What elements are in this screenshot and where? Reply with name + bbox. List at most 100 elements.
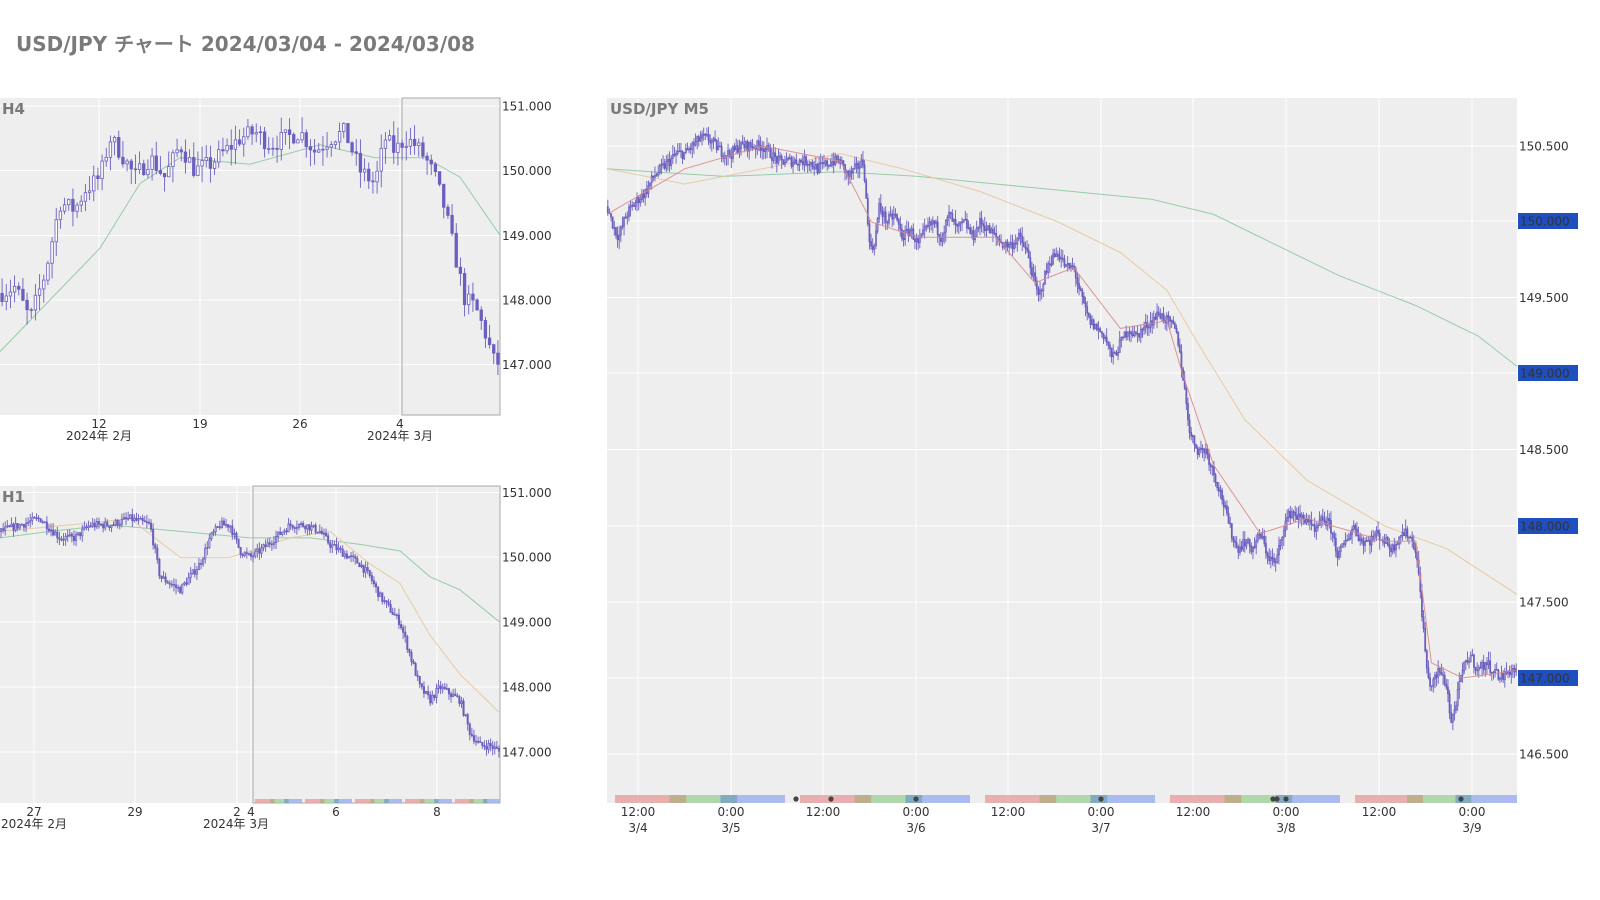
candle-body <box>1232 537 1235 542</box>
candle-body <box>443 686 446 690</box>
ma-mid-line <box>0 517 501 714</box>
candle-body <box>927 225 929 227</box>
candle-body <box>1024 246 1027 249</box>
candle-body <box>310 525 313 531</box>
candle-body <box>72 535 75 541</box>
candle-body <box>1206 448 1209 455</box>
candle-body <box>191 569 194 574</box>
session-bar <box>255 799 271 803</box>
candle-body <box>897 219 900 225</box>
candle-body <box>1156 311 1158 320</box>
candle-body <box>435 687 438 699</box>
candle-body <box>1063 258 1066 267</box>
candle-body <box>300 522 303 525</box>
candle-body <box>120 518 123 525</box>
x-tick-label: 4 <box>247 805 255 819</box>
candle-body <box>1443 674 1446 685</box>
candle-body <box>114 520 117 525</box>
candle-body <box>899 223 902 230</box>
candle-body <box>946 216 949 222</box>
candle-body <box>1086 306 1089 314</box>
candle-body <box>1120 336 1123 341</box>
candle-body <box>368 570 371 577</box>
candle-body <box>89 525 92 528</box>
candle-body <box>296 139 300 144</box>
candle-body <box>1450 712 1453 723</box>
candle-body <box>894 213 897 216</box>
candle-body <box>1118 339 1121 353</box>
candle-body <box>621 225 624 228</box>
candle-body <box>1334 537 1337 552</box>
candle-body <box>358 562 361 568</box>
candle-body <box>279 132 283 150</box>
candle-body <box>1058 255 1061 260</box>
candle-body <box>683 152 686 160</box>
candle-body <box>1500 673 1503 679</box>
candle-body <box>402 627 405 633</box>
candle-body <box>642 193 645 199</box>
candle-body <box>233 532 236 536</box>
candle-body <box>12 285 17 293</box>
candle-body <box>663 163 666 169</box>
candle-body <box>1429 677 1431 687</box>
candle-body <box>129 160 133 170</box>
candle-body <box>676 151 679 154</box>
candle-body <box>787 157 790 160</box>
candle-body <box>1237 546 1240 553</box>
candle-body <box>1131 333 1134 337</box>
session-bar <box>420 799 425 803</box>
candle-body <box>58 210 63 221</box>
candle-body <box>387 601 390 605</box>
session-bar <box>388 799 402 803</box>
candle-body <box>881 210 884 217</box>
candle-body <box>262 544 265 549</box>
candle-body <box>1078 283 1080 290</box>
candle-body <box>1055 253 1058 257</box>
event-marker <box>828 796 834 802</box>
x-tick-sublabel: 3/4 <box>628 821 647 835</box>
x-tick-sublabel: 2024年 3月 <box>367 429 433 443</box>
candle-body <box>1378 532 1381 541</box>
candle-body <box>987 225 989 231</box>
candle-body <box>719 145 721 148</box>
candle-body <box>606 206 609 214</box>
price-label-highlight <box>1518 518 1578 534</box>
candle-body <box>392 135 396 153</box>
candle-body <box>222 520 225 526</box>
candle-body <box>250 126 254 135</box>
candle-body <box>1226 505 1228 514</box>
candle-body <box>125 517 128 520</box>
candle-body <box>262 131 267 150</box>
candle-body <box>870 241 872 247</box>
candle-body <box>1333 533 1336 539</box>
candle-body <box>70 533 73 537</box>
candle-body <box>92 175 96 192</box>
candle-body <box>1200 447 1202 451</box>
candle-body <box>1294 512 1297 517</box>
candle-body <box>697 136 700 142</box>
candle-body <box>941 237 944 242</box>
candle-body <box>675 153 677 156</box>
candle-body <box>671 154 674 159</box>
candle-body <box>337 131 342 143</box>
candle-body <box>214 526 217 533</box>
candle-body <box>876 218 879 232</box>
candle-body <box>982 223 985 227</box>
candle-body <box>179 149 183 153</box>
candle-body <box>868 223 871 243</box>
candle-body <box>1248 538 1251 547</box>
candle-body <box>254 550 257 557</box>
candle-body <box>1318 519 1321 526</box>
candle-body <box>826 160 829 167</box>
candle-body <box>404 631 407 638</box>
candle-body <box>615 227 617 236</box>
candle-body <box>1018 232 1020 240</box>
candle-body <box>17 285 21 290</box>
x-tick-sublabel: 3/8 <box>1276 821 1295 835</box>
candle-body <box>1048 263 1051 266</box>
candle-body <box>923 226 926 231</box>
session-bar <box>469 799 474 803</box>
candle-body <box>1042 283 1045 292</box>
candle-body <box>1473 654 1475 668</box>
candle-body <box>992 228 994 234</box>
